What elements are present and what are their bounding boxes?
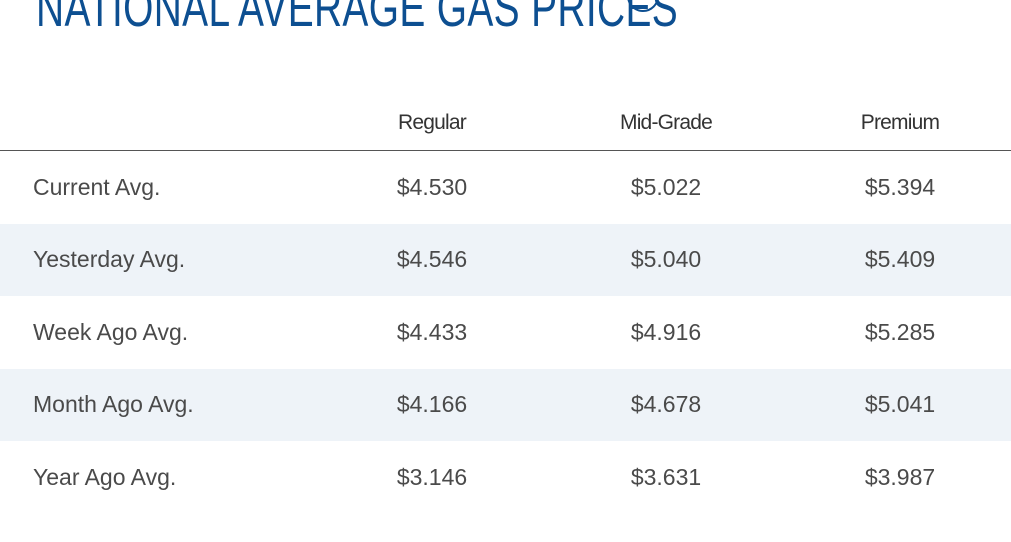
price-table: Regular Mid-Grade Premium Current Avg. $4.53… (0, 88, 1011, 514)
price-cell: $5.022 (630, 173, 702, 200)
price-cell: $4.433 (396, 318, 468, 345)
price-cell: $5.409 (864, 246, 936, 273)
table-row: Month Ago Avg. $4.166 $4.678 $5.041 (0, 368, 1011, 441)
row-label: Month Ago Avg. (33, 391, 194, 418)
header-row: Regular Mid-Grade Premium (0, 88, 1011, 151)
row-label: Current Avg. (33, 173, 161, 200)
table-row: Yesterday Avg. $4.546 $5.040 $5.409 (0, 223, 1011, 296)
table-row: Week Ago Avg. $4.433 $4.916 $5.285 (0, 296, 1011, 369)
price-cell: $4.546 (396, 246, 468, 273)
price-cell: $3.987 (864, 463, 936, 490)
column-header: Mid-Grade (620, 111, 713, 134)
price-cell: $4.678 (630, 391, 702, 418)
price-cell: $4.166 (396, 391, 468, 418)
price-cell: $5.394 (864, 173, 936, 200)
price-cell: $3.146 (396, 463, 468, 490)
row-label: Year Ago Avg. (33, 463, 177, 490)
row-label: Yesterday Avg. (33, 246, 186, 273)
price-cell: $5.285 (864, 318, 936, 345)
table-row: Current Avg. $4.530 $5.022 $5.394 (0, 151, 1011, 224)
price-cell: $3.631 (630, 463, 702, 490)
table-row: Year Ago Avg. $3.146 $3.631 $3.987 (0, 441, 1011, 514)
column-header: Regular (398, 111, 467, 134)
price-cell: $4.916 (630, 318, 702, 345)
price-cell: $5.040 (630, 246, 702, 273)
column-header: Premium (860, 111, 940, 134)
price-cell: $5.041 (864, 391, 936, 418)
page-title: NATIONAL AVERAGE GAS PRICES (36, 0, 679, 38)
price-cell: $4.530 (396, 173, 468, 200)
row-label: Week Ago Avg. (33, 318, 189, 345)
